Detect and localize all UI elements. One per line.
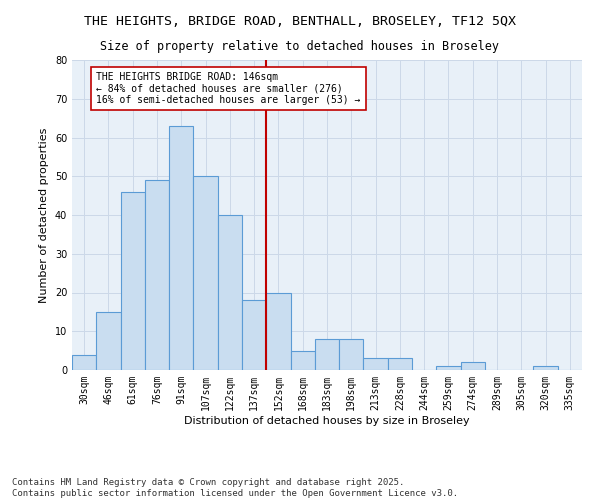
Bar (145, 180, 169, 370)
Bar (436, 366, 461, 370)
Bar (121, 192, 145, 370)
Bar (290, 350, 315, 370)
Y-axis label: Number of detached properties: Number of detached properties (39, 128, 49, 302)
Bar (533, 366, 558, 370)
Bar (218, 215, 242, 370)
Text: Size of property relative to detached houses in Broseley: Size of property relative to detached ho… (101, 40, 499, 53)
Text: THE HEIGHTS, BRIDGE ROAD, BENTHALL, BROSELEY, TF12 5QX: THE HEIGHTS, BRIDGE ROAD, BENTHALL, BROS… (84, 15, 516, 28)
Bar (315, 339, 339, 370)
Bar (364, 358, 388, 370)
Bar (242, 300, 266, 370)
Bar (339, 339, 364, 370)
Text: THE HEIGHTS BRIDGE ROAD: 146sqm
← 84% of detached houses are smaller (276)
16% o: THE HEIGHTS BRIDGE ROAD: 146sqm ← 84% of… (96, 72, 361, 105)
Bar (169, 126, 193, 370)
Text: Contains HM Land Registry data © Crown copyright and database right 2025.
Contai: Contains HM Land Registry data © Crown c… (12, 478, 458, 498)
Bar (266, 292, 290, 370)
Bar (461, 362, 485, 370)
X-axis label: Distribution of detached houses by size in Broseley: Distribution of detached houses by size … (184, 416, 470, 426)
Bar (388, 358, 412, 370)
Bar (193, 176, 218, 370)
Bar (72, 354, 96, 370)
Bar (96, 312, 121, 370)
